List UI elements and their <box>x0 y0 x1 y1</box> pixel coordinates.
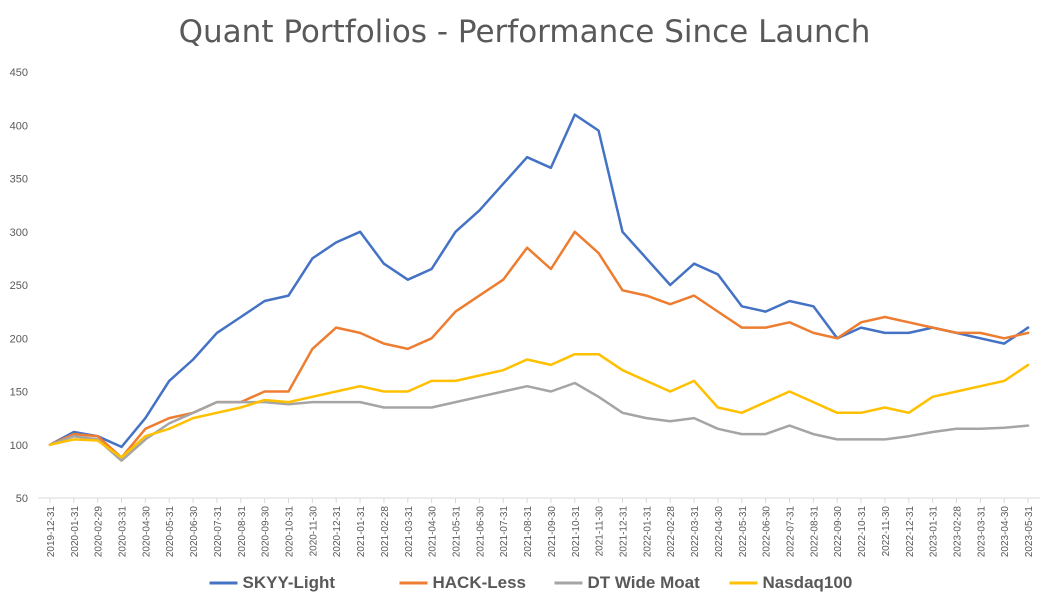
x-tick-label: 2022-05-31 <box>738 506 749 558</box>
series-line-skyy-light <box>48 113 1030 449</box>
x-tick-label: 2022-02-28 <box>666 506 677 558</box>
x-tick-label: 2021-02-28 <box>380 506 391 558</box>
x-tick-label: 2020-03-31 <box>118 506 129 558</box>
y-tick-label: 350 <box>10 174 28 186</box>
y-tick-label: 300 <box>10 227 28 239</box>
legend-label-nasdaq100: Nasdaq100 <box>763 573 853 592</box>
x-tick-label: 2021-07-31 <box>499 506 510 558</box>
y-tick-label: 100 <box>10 440 28 452</box>
x-tick-label: 2021-05-31 <box>452 506 463 558</box>
series-line-dt-wide-moat <box>48 381 1030 462</box>
series-line-hack-less <box>48 230 1030 459</box>
y-tick-label: 400 <box>10 120 28 132</box>
y-tick-label: 200 <box>10 333 28 345</box>
x-tick-label: 2020-08-31 <box>237 506 248 558</box>
chart-title: Quant Portfolios - Performance Since Lau… <box>178 14 871 50</box>
legend-label-dt-wide-moat: DT Wide Moat <box>588 573 701 592</box>
x-tick-label: 2021-10-31 <box>571 506 582 558</box>
x-tick-label: 2019-12-31 <box>46 506 57 558</box>
x-tick-label: 2021-11-30 <box>595 506 606 557</box>
legend-label-skyy-light: SKYY-Light <box>243 573 336 592</box>
x-tick-label: 2023-01-31 <box>929 506 940 558</box>
x-tick-label: 2021-06-30 <box>475 506 486 558</box>
x-tick-label: 2023-05-31 <box>1024 506 1035 558</box>
x-tick-label: 2020-02-29 <box>94 506 105 558</box>
x-tick-label: 2022-08-31 <box>809 506 820 558</box>
x-tick-label: 2022-07-31 <box>786 506 797 558</box>
x-tick-label: 2020-07-31 <box>213 506 224 558</box>
y-tick-label: 150 <box>10 387 28 399</box>
x-tick-label: 2023-03-31 <box>976 506 987 558</box>
x-tick-label: 2020-06-30 <box>189 506 200 558</box>
y-tick-label: 50 <box>16 493 28 505</box>
x-tick-label: 2022-06-30 <box>762 506 773 558</box>
y-tick-label: 450 <box>10 67 28 79</box>
series-line-nasdaq100 <box>48 352 1030 459</box>
x-tick-label: 2020-04-30 <box>141 506 152 558</box>
x-tick-label: 2020-01-31 <box>70 506 81 558</box>
x-tick-label: 2023-02-28 <box>953 506 964 558</box>
x-tick-label: 2021-08-31 <box>523 506 534 558</box>
x-tick-label: 2022-03-31 <box>690 506 701 558</box>
x-tick-label: 2021-09-30 <box>547 506 558 558</box>
x-tick-label: 2021-03-31 <box>404 506 415 558</box>
legend-label-hack-less: HACK-Less <box>433 573 527 592</box>
x-tick-label: 2020-11-30 <box>308 506 319 557</box>
x-tick-label: 2020-09-30 <box>261 506 272 558</box>
x-tick-label: 2022-09-30 <box>833 506 844 558</box>
x-tick-label: 2022-12-31 <box>905 506 916 558</box>
x-tick-label: 2022-01-31 <box>642 506 653 558</box>
x-tick-label: 2023-04-30 <box>1000 506 1011 558</box>
x-tick-label: 2020-12-31 <box>332 506 343 558</box>
x-tick-label: 2020-05-31 <box>165 506 176 558</box>
y-tick-label: 250 <box>10 280 28 292</box>
x-tick-label: 2021-04-30 <box>428 506 439 558</box>
x-tick-label: 2021-12-31 <box>619 506 630 558</box>
x-tick-label: 2021-01-31 <box>356 506 367 558</box>
x-tick-label: 2022-11-30 <box>881 506 892 557</box>
x-tick-label: 2020-10-31 <box>285 506 296 558</box>
x-tick-label: 2022-10-31 <box>857 506 868 558</box>
x-tick-label: 2022-04-30 <box>714 506 725 558</box>
